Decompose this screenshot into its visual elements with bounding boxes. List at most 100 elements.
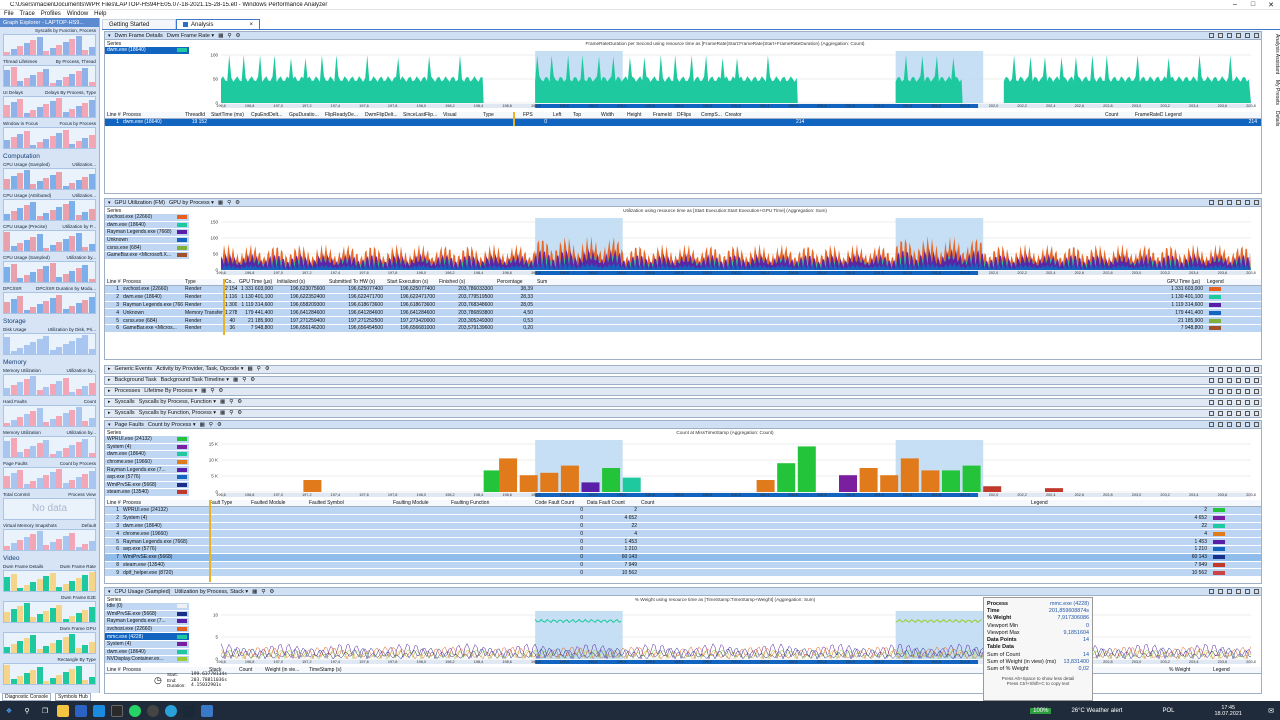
timeline-selection[interactable] — [535, 660, 979, 664]
pf-bar[interactable] — [839, 475, 857, 492]
pane-max-icon[interactable] — [1245, 200, 1250, 205]
collapsed-preset-dropdown[interactable]: Syscalls by Function, Process ▾ — [138, 410, 217, 417]
pf-bar[interactable] — [900, 458, 919, 492]
collapsed-preset-dropdown[interactable]: Lifetime By Process ▾ — [144, 388, 198, 395]
notification-icon[interactable]: ✉ — [1268, 707, 1274, 715]
menu-help[interactable]: Help — [94, 11, 107, 17]
pane-control-icon[interactable] — [1227, 378, 1232, 383]
pane-control-icon[interactable] — [1218, 389, 1223, 394]
diagnostic-console-tab[interactable]: Diagnostic Console — [2, 693, 52, 701]
expand-icon[interactable]: ▸ — [108, 366, 111, 373]
graph-thumbnail[interactable] — [3, 570, 96, 592]
graph-explorer-item[interactable]: Window in Focus Focus by Process — [0, 120, 99, 151]
graph-thumbnail[interactable] — [3, 230, 96, 252]
graph-explorer-item[interactable]: Page Faults Count by Process — [0, 460, 99, 491]
graph-thumbnail[interactable] — [3, 333, 96, 355]
language-indicator[interactable]: POL — [1162, 707, 1175, 714]
column-header[interactable]: CpuEndDelt... — [251, 112, 283, 118]
column-header[interactable]: CompS... — [701, 112, 722, 118]
pane-control-icon[interactable] — [1209, 378, 1214, 383]
column-header[interactable]: Left — [553, 112, 562, 118]
graph-explorer-item[interactable]: UI Delays Delays By Process, Type — [0, 89, 99, 120]
pane-control-icon[interactable] — [1218, 400, 1223, 405]
pane-view-icon[interactable] — [1209, 589, 1214, 594]
column-header[interactable]: Count — [1105, 112, 1119, 118]
pf-bar[interactable] — [756, 480, 775, 492]
maximize-icon[interactable]: □ — [1250, 1, 1256, 8]
graph-toggle-icon[interactable]: ▦ — [247, 366, 253, 373]
graph-explorer-item[interactable]: CPU Usage (Attributed) Utilization... — [0, 192, 99, 223]
pane-control-icon[interactable] — [1218, 411, 1223, 416]
pane-control-icon[interactable] — [1236, 378, 1241, 383]
series-item[interactable]: WmiPrvSE.exe (5668) — [105, 610, 189, 619]
gpu-preset-dropdown[interactable]: GPU by Process ▾ — [168, 199, 214, 206]
graph-thumbnail[interactable] — [3, 467, 96, 489]
pane-view3-icon[interactable] — [1227, 422, 1232, 427]
expand-icon[interactable]: ▸ — [108, 377, 111, 384]
weather-widget[interactable]: 26°C Weather alert — [1071, 707, 1123, 714]
pf-bar[interactable] — [483, 470, 502, 492]
pf-bar[interactable] — [942, 470, 960, 492]
column-divider[interactable] — [209, 500, 211, 582]
timeline-selection[interactable] — [535, 104, 979, 108]
column-header[interactable]: Initialized (s) — [277, 279, 306, 285]
series-item[interactable]: dwm.exe (18640) — [105, 47, 189, 55]
settings-gear-icon[interactable]: ⚙ — [237, 399, 243, 406]
pane-control-icon[interactable] — [1254, 378, 1259, 383]
gpu-chart[interactable]: Utilization using resource time as [Star… — [191, 208, 1259, 278]
column-header[interactable]: Legend — [1207, 279, 1224, 285]
menu-profiles[interactable]: Profiles — [40, 11, 61, 17]
table-row[interactable]: 2 dwm.exe (18640) Render 1 116 1 130 401,100… — [105, 293, 1261, 302]
expand-icon[interactable]: ▸ — [108, 399, 111, 406]
steam-icon[interactable] — [183, 704, 195, 717]
graph-thumbnail[interactable] — [3, 529, 96, 551]
graph-thumbnail[interactable] — [3, 374, 96, 396]
pane-min-icon[interactable] — [1236, 422, 1241, 427]
collapse-icon[interactable]: ▾ — [108, 421, 111, 428]
collapse-icon[interactable]: ▾ — [108, 199, 111, 206]
search-icon[interactable]: ⚲ — [256, 366, 261, 373]
pane-close-icon[interactable] — [1254, 33, 1259, 38]
graph-thumbnail[interactable] — [3, 127, 96, 149]
pane-view3-icon[interactable] — [1227, 200, 1232, 205]
section-computation[interactable]: Computation — [3, 153, 40, 160]
column-header[interactable]: Legend — [1165, 112, 1182, 118]
column-header[interactable]: GPU Time (µs) — [239, 279, 273, 285]
graph-thumbnail[interactable] — [3, 436, 96, 458]
pf-bar[interactable] — [859, 468, 878, 492]
graph-toggle-icon[interactable]: ▦ — [252, 588, 258, 595]
graph-toggle-icon[interactable]: ▦ — [217, 199, 224, 206]
search-icon[interactable]: ⚲ — [227, 32, 232, 39]
series-item[interactable]: chrome.exe (19660) — [105, 458, 189, 467]
column-header[interactable]: Legend — [1213, 667, 1230, 673]
settings-gear-icon[interactable]: ⚙ — [269, 588, 275, 595]
column-header[interactable]: GpuDuratio... — [289, 112, 319, 118]
series-item[interactable]: svchost.exe (22660) — [105, 625, 189, 634]
pane-max-icon[interactable] — [1245, 589, 1250, 594]
collapse-icon[interactable]: ▾ — [108, 588, 111, 595]
pf-bar[interactable] — [797, 446, 816, 492]
graph-explorer-item[interactable]: Total Commit Process View No data — [0, 491, 99, 522]
menu-window[interactable]: Window — [66, 11, 89, 17]
table-row[interactable]: 6 avp.exe (5776) 0 1 210 1 210 — [105, 545, 1261, 554]
graph-thumbnail[interactable] — [3, 96, 96, 118]
column-header[interactable]: FrameId — [653, 112, 672, 118]
graph-thumbnail[interactable] — [3, 168, 96, 190]
pane-view3-icon[interactable] — [1227, 33, 1232, 38]
search-icon[interactable]: ⚲ — [229, 410, 234, 417]
pf-bar[interactable] — [519, 475, 538, 492]
graph-explorer-item[interactable]: Dwm Frame E2E — [0, 594, 99, 625]
graph-explorer-item[interactable]: Memory Utilization Utilization by... — [0, 367, 99, 398]
series-item[interactable]: csrss.exe (684) — [105, 244, 189, 252]
graph-explorer-item[interactable]: Hard Faults Count — [0, 398, 99, 429]
table-row[interactable]: 8 steam.exe (13540) 0 7 949 7 949 — [105, 561, 1261, 570]
graph-explorer-item[interactable]: Syscalls by Function, Process — [0, 27, 99, 58]
settings-gear-icon[interactable]: ⚙ — [218, 388, 224, 395]
series-item[interactable]: svchost.exe (22660) — [105, 214, 189, 222]
expand-icon[interactable]: ▸ — [108, 388, 111, 395]
collapsed-pane-header[interactable]: ▸ Generic Events Activity by Provider, Tas… — [104, 365, 1262, 374]
series-item[interactable]: WmiPrvSE.exe (5668) — [105, 481, 189, 490]
table-row[interactable]: 1 WPRUI.exe (24132) 0 2 2 — [105, 507, 1261, 515]
pane-min-icon[interactable] — [1236, 589, 1241, 594]
series-item[interactable]: Idle (0) — [105, 603, 189, 611]
